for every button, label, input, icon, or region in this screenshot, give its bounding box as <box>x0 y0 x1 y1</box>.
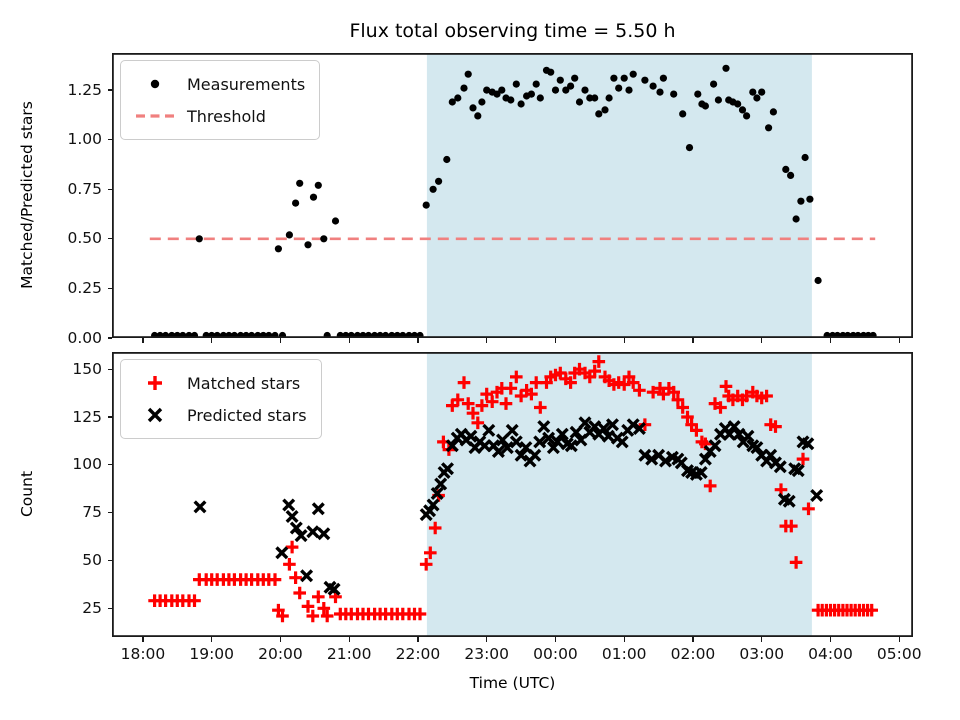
y-tick-label: 0.50 <box>67 229 102 248</box>
y-tick-label: 0.75 <box>67 179 102 198</box>
legend-label: Predicted stars <box>187 405 307 425</box>
x-tick-mark <box>898 637 900 642</box>
x-tick-label: 18:00 <box>120 645 166 663</box>
count-plot-canvas <box>112 352 913 637</box>
count-y-axis-label: Count <box>18 470 36 518</box>
legend-item-threshold: Threshold <box>129 100 305 132</box>
legend-item-measurements: Measurements <box>129 68 305 100</box>
x-tick-label: 20:00 <box>258 645 303 663</box>
x-tick-mark <box>623 338 625 343</box>
y-tick-label: 125 <box>72 407 102 426</box>
x-tick-mark <box>211 637 213 642</box>
x-tick-mark <box>417 338 419 343</box>
top-legend: Measurements Threshold <box>120 60 321 140</box>
x-tick-mark <box>348 637 350 642</box>
y-tick-mark <box>107 188 112 190</box>
x-tick-label: 21:00 <box>326 645 372 663</box>
x-axis-label: Time (UTC) <box>469 674 556 692</box>
legend-item-predicted-stars: Predicted stars <box>129 399 307 431</box>
y-tick-label: 75 <box>82 503 102 522</box>
x-tick-label: 02:00 <box>670 645 716 663</box>
y-tick-mark <box>107 368 112 370</box>
x-tick-mark <box>279 338 282 343</box>
x-tick-label: 05:00 <box>876 645 922 663</box>
measurements-dot-icon <box>129 71 181 97</box>
y-tick-label: 1.00 <box>67 130 102 149</box>
x-tick-label: 22:00 <box>395 645 441 663</box>
x-tick-mark <box>692 338 694 343</box>
ratio-y-axis-label: Matched/Predicted stars <box>18 101 36 289</box>
x-tick-mark <box>348 338 350 343</box>
y-tick-mark <box>107 559 112 562</box>
y-tick-mark <box>107 89 112 91</box>
x-tick-mark <box>692 637 694 642</box>
y-tick-label: 0.25 <box>67 278 102 297</box>
legend-item-matched-stars: Matched stars <box>129 367 307 399</box>
y-tick-label: 25 <box>82 598 102 617</box>
y-tick-mark <box>107 607 112 609</box>
y-tick-label: 1.25 <box>67 80 102 99</box>
y-tick-mark <box>107 464 112 466</box>
x-tick-label: 04:00 <box>808 645 853 663</box>
y-tick-mark <box>107 337 112 339</box>
x-tick-label: 19:00 <box>189 645 235 663</box>
x-tick-mark <box>279 637 282 642</box>
matched-plus-icon <box>129 370 181 396</box>
y-tick-label: 150 <box>72 359 102 378</box>
bottom-legend: Matched stars Predicted stars <box>120 359 322 439</box>
x-tick-mark <box>554 338 557 343</box>
x-tick-mark <box>417 637 419 642</box>
predicted-x-icon <box>129 402 181 428</box>
y-tick-label: 0.00 <box>67 328 102 347</box>
x-tick-label: 03:00 <box>739 645 785 663</box>
x-tick-mark <box>142 338 144 343</box>
ratio-plot-canvas <box>112 53 913 338</box>
x-tick-mark <box>761 637 763 642</box>
y-tick-mark <box>107 238 112 240</box>
x-tick-label: 23:00 <box>464 645 510 663</box>
x-tick-mark <box>211 338 213 343</box>
y-tick-mark <box>107 139 112 141</box>
legend-label: Threshold <box>187 106 266 126</box>
legend-label: Matched stars <box>187 373 301 393</box>
x-tick-mark <box>554 637 557 642</box>
threshold-dash-icon <box>129 103 181 129</box>
x-tick-label: 00:00 <box>533 645 578 663</box>
legend-label: Measurements <box>187 74 306 94</box>
y-tick-mark <box>107 287 112 290</box>
x-tick-mark <box>829 338 832 343</box>
x-tick-label: 01:00 <box>601 645 647 663</box>
chart-title: Flux total observing time = 5.50 h <box>349 20 676 42</box>
x-tick-mark <box>486 637 488 642</box>
x-tick-mark <box>829 637 832 642</box>
x-tick-mark <box>898 338 900 343</box>
y-tick-mark <box>107 512 112 514</box>
x-tick-mark <box>623 637 625 642</box>
y-tick-mark <box>107 416 112 418</box>
x-tick-mark <box>486 338 488 343</box>
y-tick-label: 50 <box>82 550 102 569</box>
x-tick-mark <box>142 637 144 642</box>
x-tick-mark <box>761 338 763 343</box>
y-tick-label: 100 <box>72 455 102 474</box>
